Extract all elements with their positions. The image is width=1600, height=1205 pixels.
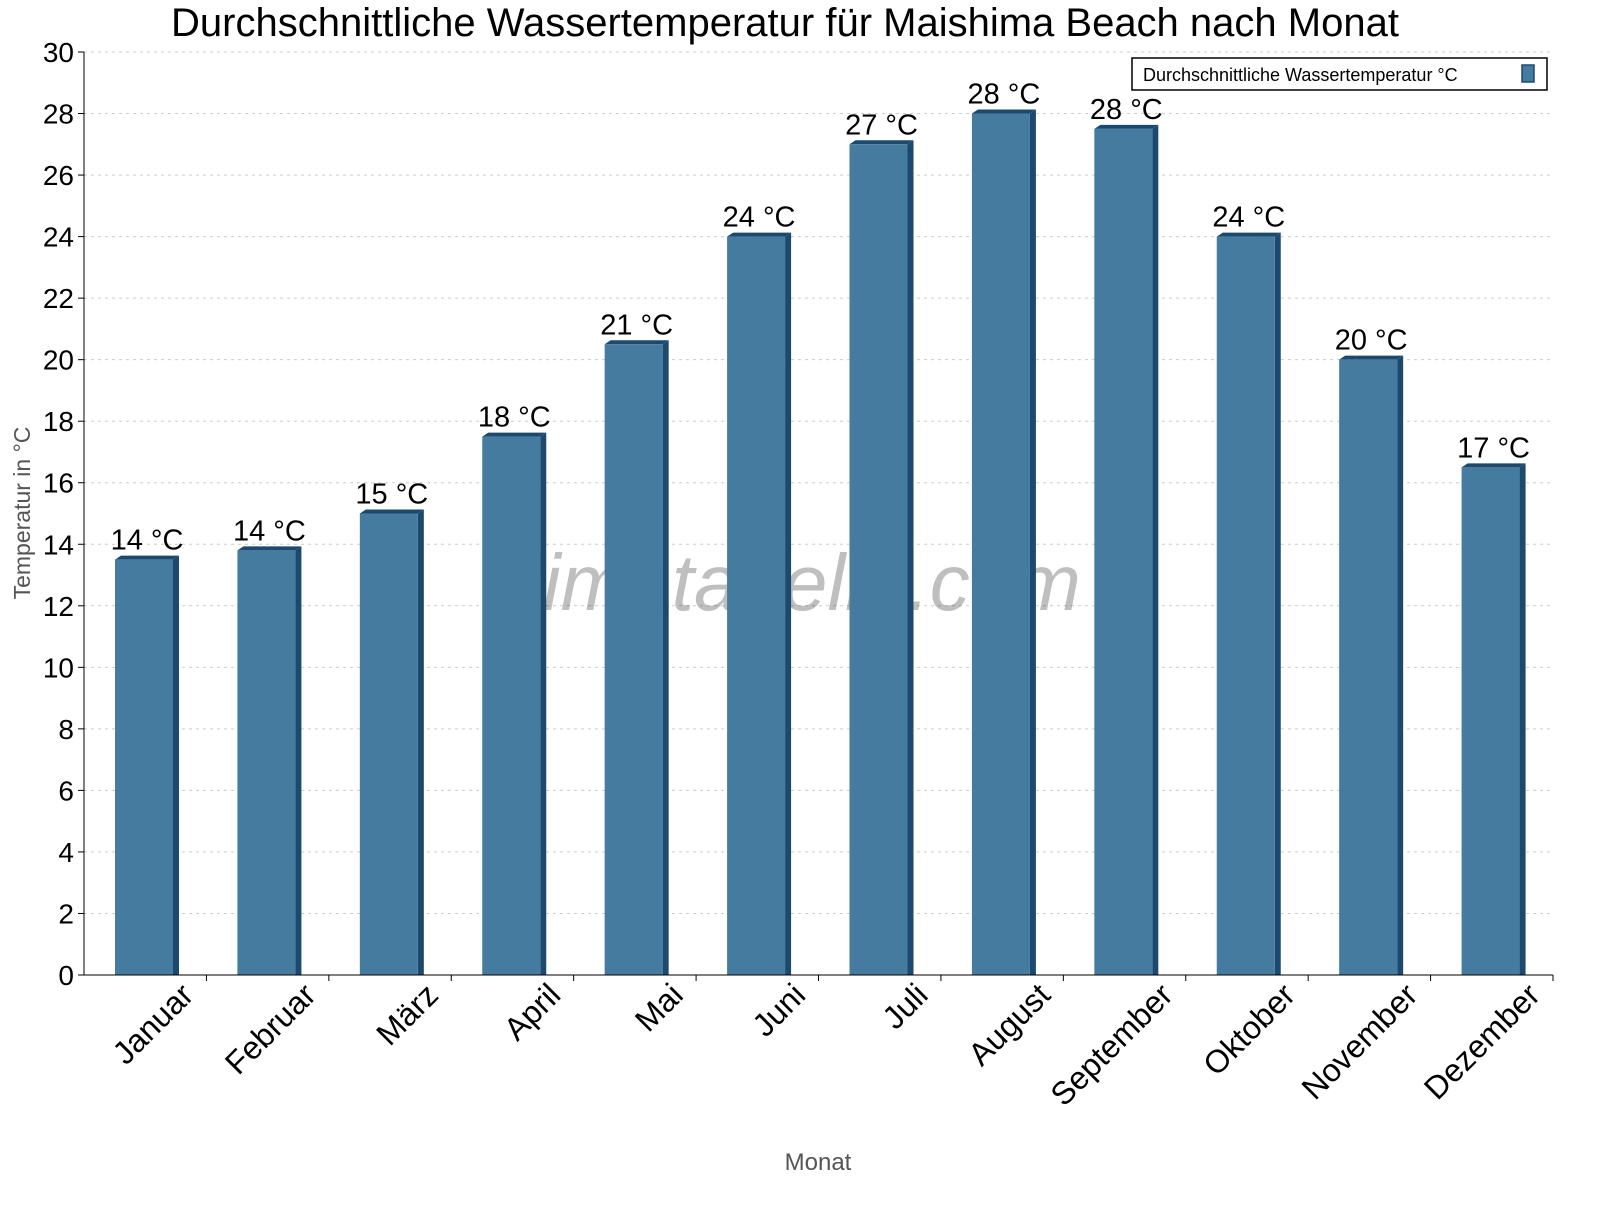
x-tick-label: Dezember bbox=[1417, 976, 1547, 1106]
bar-side bbox=[1397, 355, 1404, 976]
bar-top bbox=[1461, 463, 1526, 468]
bar bbox=[482, 436, 541, 975]
legend: Durchschnittliche Wassertemperatur °C bbox=[1131, 57, 1548, 91]
x-tick-label: Februar bbox=[218, 976, 323, 1081]
bar-top bbox=[115, 555, 179, 560]
bar bbox=[1216, 236, 1275, 976]
bar-side bbox=[417, 509, 424, 975]
x-tick-label: Mai bbox=[628, 976, 690, 1038]
bar bbox=[849, 144, 908, 976]
y-tick-label: 22 bbox=[43, 283, 74, 314]
bar-group: 18 °C bbox=[478, 402, 551, 975]
y-tick-label: 28 bbox=[43, 99, 74, 130]
bar bbox=[237, 550, 296, 975]
bar-group: 14 °C bbox=[233, 515, 306, 975]
bar bbox=[1339, 359, 1398, 976]
x-tick-label: Januar bbox=[106, 976, 201, 1071]
chart-title: Durchschnittliche Wassertemperatur für M… bbox=[171, 1, 1399, 45]
bar-group: 24 °C bbox=[1212, 202, 1285, 976]
bar-group: 21 °C bbox=[600, 309, 673, 975]
legend-swatch bbox=[1521, 64, 1535, 83]
y-tick-label: 4 bbox=[58, 837, 74, 868]
bar-top bbox=[482, 432, 547, 437]
grid-lines bbox=[84, 51, 1553, 914]
x-tick-label: Oktober bbox=[1196, 976, 1302, 1082]
bar-side bbox=[907, 140, 914, 976]
bar-top bbox=[1094, 124, 1159, 129]
bar-top bbox=[237, 546, 302, 551]
legend-label: Durchschnittliche Wassertemperatur °C bbox=[1143, 65, 1458, 85]
data-label: 18 °C bbox=[478, 402, 551, 434]
bar-group: 28 °C bbox=[1090, 94, 1163, 975]
x-tick-label: April bbox=[497, 976, 568, 1047]
bar-side bbox=[295, 546, 302, 975]
y-tick-label: 18 bbox=[43, 406, 74, 437]
y-tick-label: 30 bbox=[43, 37, 74, 68]
bars: 14 °C 14 °C 15 °C 18 °C 21 °C 24 °C 27 °C 28 °C… bbox=[111, 79, 1530, 976]
bar-side bbox=[540, 432, 547, 975]
data-label: 14 °C bbox=[233, 515, 306, 547]
bar-top bbox=[849, 140, 914, 145]
y-tick-label: 12 bbox=[43, 591, 74, 622]
y-tick-label: 2 bbox=[58, 898, 74, 929]
x-tick-label: November bbox=[1294, 976, 1424, 1106]
data-label: 15 °C bbox=[355, 479, 428, 511]
bar-side bbox=[1519, 463, 1526, 975]
bar-group: 28 °C bbox=[967, 79, 1040, 976]
bar-group: 27 °C bbox=[845, 109, 918, 976]
y-tick-label: 24 bbox=[43, 222, 74, 253]
x-tick-label: Juni bbox=[745, 976, 812, 1043]
bar-top bbox=[1216, 232, 1281, 237]
bar bbox=[115, 559, 173, 975]
bar bbox=[604, 344, 663, 975]
bar bbox=[971, 113, 1030, 976]
x-tick-label: Juli bbox=[875, 976, 934, 1035]
bar bbox=[1094, 128, 1153, 975]
x-tick-label: März bbox=[369, 976, 445, 1052]
data-label: 24 °C bbox=[1212, 202, 1285, 234]
bar-group: 17 °C bbox=[1457, 432, 1530, 975]
bar-group: 15 °C bbox=[355, 479, 428, 975]
y-axis-label: Temperatur in °C bbox=[9, 427, 35, 600]
bar-side bbox=[173, 555, 179, 975]
bar-side bbox=[1152, 124, 1159, 975]
y-tick-label: 16 bbox=[43, 468, 74, 499]
y-tick-label: 26 bbox=[43, 160, 74, 191]
bar-top bbox=[359, 509, 424, 514]
data-label: 28 °C bbox=[967, 79, 1040, 111]
bar-top bbox=[604, 340, 669, 345]
bar bbox=[1461, 467, 1520, 975]
y-tick-label: 6 bbox=[58, 775, 74, 806]
data-label: 14 °C bbox=[111, 525, 184, 557]
bar-side bbox=[785, 232, 792, 976]
bar-top bbox=[727, 232, 792, 237]
bar-top bbox=[971, 109, 1036, 114]
data-label: 28 °C bbox=[1090, 94, 1163, 126]
bar-side bbox=[1029, 109, 1036, 976]
bar bbox=[359, 513, 418, 975]
data-label: 24 °C bbox=[723, 202, 796, 234]
x-tick-label: August bbox=[961, 976, 1057, 1072]
y-tick-label: 10 bbox=[43, 652, 74, 683]
y-tick-label: 8 bbox=[58, 714, 74, 745]
y-tick-label: 20 bbox=[43, 345, 74, 376]
x-axis-label: Monat bbox=[785, 1149, 852, 1176]
bar-group: 14 °C bbox=[111, 525, 184, 975]
y-tick-label: 0 bbox=[58, 960, 74, 991]
data-label: 17 °C bbox=[1457, 432, 1530, 464]
bar-side bbox=[662, 340, 669, 975]
x-tick-label: September bbox=[1043, 976, 1179, 1112]
bar-side bbox=[1274, 232, 1281, 976]
data-label: 20 °C bbox=[1335, 325, 1408, 357]
data-label: 27 °C bbox=[845, 109, 918, 141]
bar bbox=[727, 236, 786, 976]
bar-group: 20 °C bbox=[1335, 325, 1408, 976]
bar-top bbox=[1339, 355, 1404, 360]
bar-group: 24 °C bbox=[723, 202, 796, 976]
data-label: 21 °C bbox=[600, 309, 673, 341]
y-tick-label: 14 bbox=[43, 529, 74, 560]
